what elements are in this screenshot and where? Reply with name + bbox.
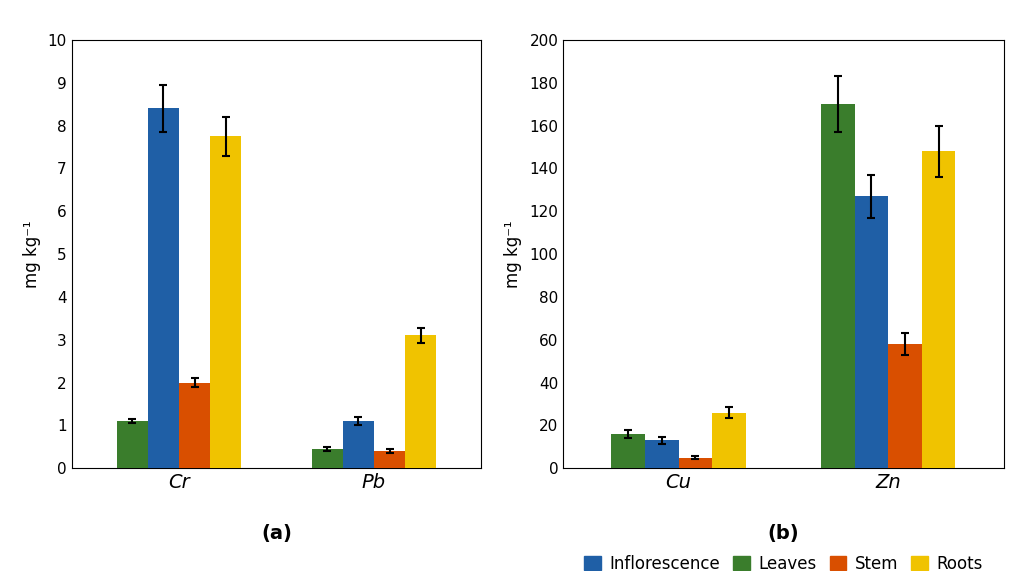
Bar <box>855 196 888 468</box>
Bar <box>210 136 242 468</box>
Bar <box>406 335 436 468</box>
Bar <box>611 434 645 468</box>
Text: (a): (a) <box>261 524 292 543</box>
Bar <box>117 421 147 468</box>
Bar <box>179 383 210 468</box>
Bar <box>888 344 922 468</box>
Y-axis label: mg kg⁻¹: mg kg⁻¹ <box>23 220 41 288</box>
Bar <box>821 104 855 468</box>
Bar <box>922 151 955 468</box>
Bar <box>343 421 374 468</box>
Bar <box>679 457 712 468</box>
Bar <box>147 108 179 468</box>
Bar <box>712 412 745 468</box>
Bar <box>645 440 679 468</box>
Legend: Inflorescence, Leaves, Stem, Roots: Inflorescence, Leaves, Stem, Roots <box>578 549 989 571</box>
Bar <box>311 449 343 468</box>
Text: (b): (b) <box>768 524 799 543</box>
Y-axis label: mg kg⁻¹: mg kg⁻¹ <box>505 220 522 288</box>
Bar <box>374 451 406 468</box>
